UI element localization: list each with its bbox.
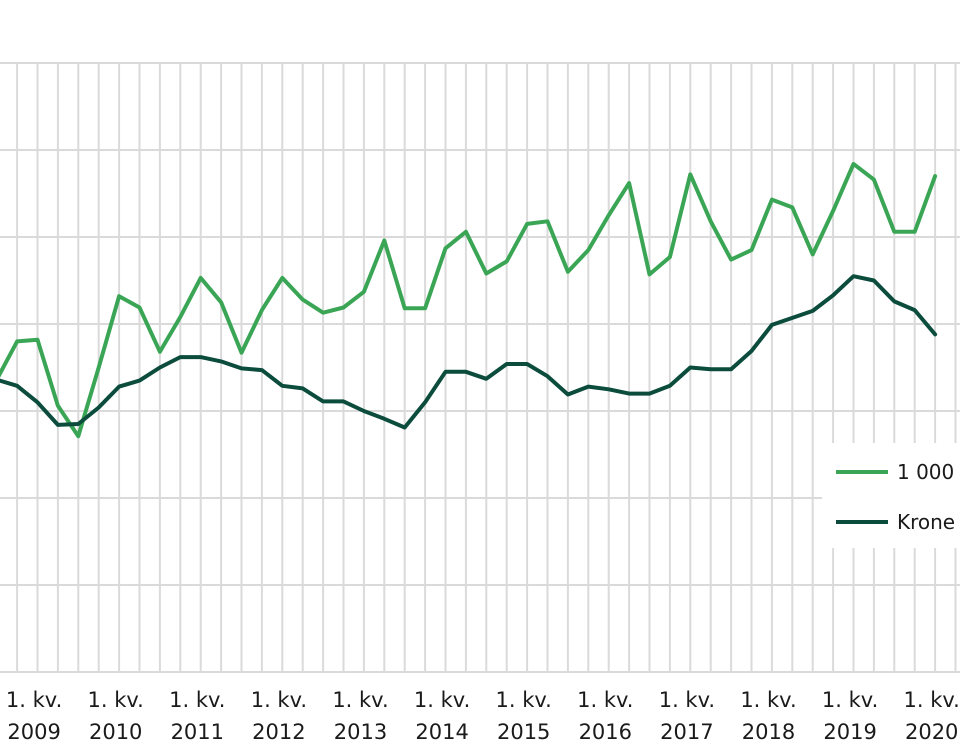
x-tick-label: 2020 — [905, 720, 958, 744]
x-tick-label: 1. kv. — [251, 688, 307, 712]
x-tick-label: 2016 — [579, 720, 632, 744]
x-tick-label: 1. kv. — [332, 688, 388, 712]
series-line-krone — [0, 274, 938, 430]
x-tick-label: 1. kv. — [414, 688, 470, 712]
x-tick-label: 2014 — [415, 720, 468, 744]
series-lines — [0, 161, 938, 439]
x-tick-label: 1. kv. — [88, 688, 144, 712]
x-tick-label: 1. kv. — [740, 688, 796, 712]
x-tick-label: 2019 — [823, 720, 876, 744]
x-tick-label: 2018 — [742, 720, 795, 744]
x-tick-label: 1. kv. — [169, 688, 225, 712]
x-tick-label: 1. kv. — [496, 688, 552, 712]
legend-label: Krone — [897, 510, 955, 534]
x-tick-label: 2017 — [660, 720, 713, 744]
x-tick-label: 1. kv. — [577, 688, 633, 712]
grid — [0, 62, 960, 673]
legend-label: 1 000 — [897, 460, 954, 484]
x-tick-label: 1. kv. — [659, 688, 715, 712]
x-tick-label: 1. kv. — [6, 688, 62, 712]
x-tick-label: 2015 — [497, 720, 550, 744]
x-tick-label: 2011 — [171, 720, 224, 744]
x-tick-label: 2010 — [89, 720, 142, 744]
x-tick-label: 2013 — [334, 720, 387, 744]
x-axis-tick-labels: 1. kv. 2009 1. kv. 2010 1. kv. 2011 1. kv. 2012… — [6, 688, 960, 744]
series-line-1000 — [0, 161, 938, 439]
x-tick-label: 1. kv. — [822, 688, 878, 712]
legend-box — [822, 443, 960, 548]
x-tick-label: 2009 — [7, 720, 60, 744]
legend: 1 000 Krone — [822, 443, 960, 548]
x-tick-label: 1. kv. — [904, 688, 960, 712]
x-tick-label: 2012 — [252, 720, 305, 744]
